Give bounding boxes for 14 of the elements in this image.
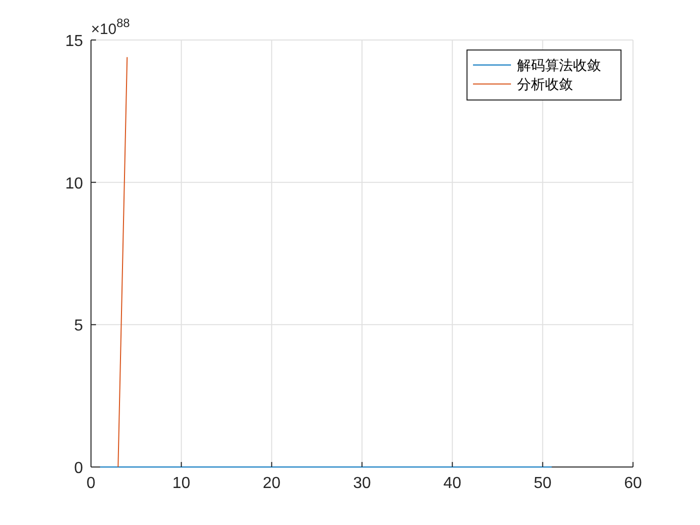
x-tick-label: 10	[172, 475, 190, 492]
x-tick-label: 0	[86, 475, 96, 492]
x-tick-label: 60	[624, 475, 642, 492]
x-tick-label: 50	[534, 475, 552, 492]
x-tick-label: 20	[262, 475, 281, 492]
legend-label: 分析收敛	[517, 77, 573, 93]
text: ×10$^{88}$	[91, 16, 130, 38]
x-tick-label: 30	[353, 475, 371, 492]
legend-label: 解码算法收敛	[517, 58, 601, 74]
y-tick-label: 5	[74, 318, 84, 335]
y-tick-label: 15	[65, 33, 84, 50]
y-tick-label: 10	[65, 175, 84, 192]
y-tick-label: 0	[74, 460, 84, 477]
x-tick-label: 40	[443, 475, 462, 492]
